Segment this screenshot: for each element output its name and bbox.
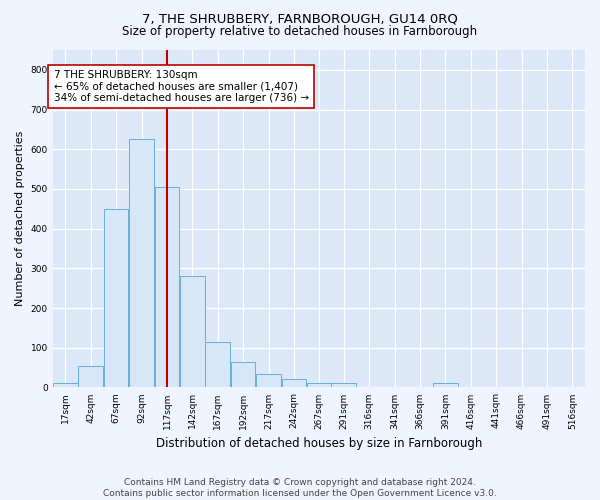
Bar xyxy=(433,384,458,388)
Text: Size of property relative to detached houses in Farnborough: Size of property relative to detached ho… xyxy=(122,25,478,38)
Bar xyxy=(79,366,103,388)
Text: 7, THE SHRUBBERY, FARNBOROUGH, GU14 0RQ: 7, THE SHRUBBERY, FARNBOROUGH, GU14 0RQ xyxy=(142,12,458,26)
X-axis label: Distribution of detached houses by size in Farnborough: Distribution of detached houses by size … xyxy=(155,437,482,450)
Bar xyxy=(180,276,205,388)
Text: Contains HM Land Registry data © Crown copyright and database right 2024.
Contai: Contains HM Land Registry data © Crown c… xyxy=(103,478,497,498)
Bar xyxy=(53,384,77,388)
Bar xyxy=(205,342,230,388)
Bar xyxy=(129,140,154,388)
Bar xyxy=(155,187,179,388)
Bar xyxy=(256,374,281,388)
Bar xyxy=(231,362,256,388)
Bar xyxy=(281,380,306,388)
Bar xyxy=(307,384,332,388)
Bar xyxy=(104,209,128,388)
Y-axis label: Number of detached properties: Number of detached properties xyxy=(15,131,25,306)
Text: 7 THE SHRUBBERY: 130sqm
← 65% of detached houses are smaller (1,407)
34% of semi: 7 THE SHRUBBERY: 130sqm ← 65% of detache… xyxy=(53,70,309,103)
Bar xyxy=(331,384,356,388)
